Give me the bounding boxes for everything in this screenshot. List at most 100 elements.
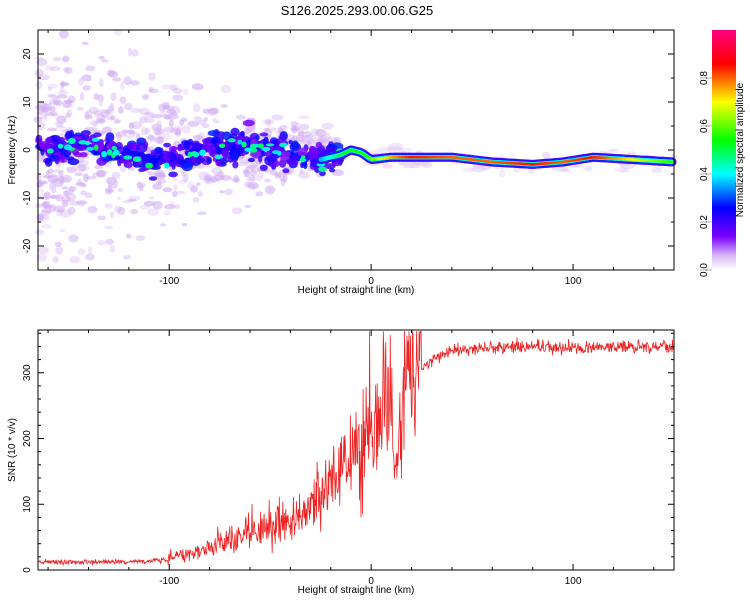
- spectral-blob: [187, 182, 195, 190]
- spectral-blob: [241, 142, 246, 148]
- spectral-blob: [192, 142, 203, 149]
- snr-ytick-label: 0: [22, 567, 33, 573]
- spectral-blob: [38, 189, 44, 193]
- spectral-blob: [147, 136, 156, 142]
- spectral-blob: [300, 131, 308, 134]
- spectral-blob: [93, 132, 101, 137]
- spectral-blob: [158, 104, 166, 112]
- spectral-blob: [124, 130, 136, 139]
- spectrogram-ytick-label: 10: [22, 96, 33, 108]
- snr-xlabel: Height of straight line (km): [298, 585, 415, 596]
- spectral-blob: [138, 168, 145, 172]
- spectral-blob: [110, 211, 114, 218]
- spectral-blob: [232, 207, 243, 214]
- spectral-blob: [38, 247, 49, 254]
- spectral-blob: [298, 116, 309, 119]
- spectral-blob: [162, 187, 172, 192]
- spectral-blob: [149, 87, 154, 92]
- spectral-blob: [36, 135, 43, 142]
- spectral-blob: [255, 191, 263, 196]
- spectral-blob: [64, 144, 72, 150]
- spectral-blob: [112, 172, 121, 180]
- spectral-blob: [151, 124, 162, 132]
- spectral-blob: [221, 149, 228, 157]
- spectral-blob: [123, 255, 131, 260]
- spectral-blob: [94, 145, 99, 151]
- spectral-blob: [85, 65, 95, 71]
- spectral-blob: [221, 104, 228, 108]
- spectral-blob: [117, 207, 125, 215]
- spectral-blob: [136, 143, 147, 153]
- spectral-blob: [382, 163, 393, 168]
- spectral-blob: [78, 78, 84, 86]
- spectral-blob: [92, 173, 99, 177]
- spectral-blob: [80, 92, 84, 101]
- spectral-blob: [135, 235, 145, 241]
- spectral-blob: [133, 156, 141, 162]
- spectral-blob: [499, 169, 506, 177]
- spectral-blob: [173, 184, 177, 191]
- spectral-blob: [53, 57, 62, 62]
- spectral-blob: [319, 145, 325, 155]
- spectral-blob: [208, 130, 220, 136]
- spectral-blob: [266, 143, 275, 146]
- spectral-blob: [39, 215, 50, 221]
- spectral-blob: [112, 77, 121, 81]
- spectral-blob: [219, 144, 225, 149]
- spectral-blob: [38, 74, 50, 80]
- spectral-blob: [169, 119, 174, 128]
- snr-xtick-label: 100: [565, 576, 582, 587]
- colorbar-tick-label: 0.8: [699, 71, 710, 85]
- spectral-blob: [163, 143, 171, 148]
- spectral-blob: [98, 95, 104, 103]
- spectral-blob: [42, 201, 50, 209]
- spectral-blob: [127, 199, 136, 202]
- spectral-blob: [244, 148, 251, 152]
- spectral-blob: [237, 140, 242, 145]
- spectral-blob: [300, 124, 309, 130]
- spectral-blob: [183, 141, 190, 150]
- spectral-blob: [193, 197, 200, 202]
- spectral-blob: [45, 112, 54, 116]
- spectral-blob: [63, 190, 69, 196]
- spectral-blob: [92, 138, 99, 142]
- spectrogram-xtick-label: 100: [565, 276, 582, 287]
- spectral-blob: [303, 162, 307, 169]
- spectral-blob: [43, 175, 54, 178]
- snr-xtick-label: -100: [159, 576, 179, 587]
- spectral-blob: [149, 196, 155, 200]
- spectral-blob: [114, 119, 121, 123]
- spectral-blob: [69, 186, 77, 192]
- spectral-blob: [298, 172, 310, 179]
- spectral-blob: [290, 121, 298, 127]
- spectral-blob: [154, 147, 162, 154]
- spectral-blob: [44, 103, 49, 109]
- spectral-blob: [141, 127, 149, 135]
- spectral-blob: [182, 125, 191, 133]
- spectrogram-ytick-label: -20: [22, 238, 33, 253]
- spectral-blob: [193, 135, 203, 140]
- spectral-blob: [35, 229, 44, 235]
- snr-ytick-label: 100: [22, 495, 33, 512]
- spectral-blob: [243, 120, 255, 127]
- spectral-blob: [61, 186, 68, 189]
- spectral-blob: [318, 166, 327, 172]
- spectral-blob: [561, 168, 571, 172]
- spectral-blob: [82, 42, 89, 46]
- spectral-blob: [62, 101, 71, 108]
- spectral-blob: [142, 95, 149, 100]
- spectral-blob: [54, 136, 61, 140]
- spectral-blob: [199, 150, 206, 156]
- spectral-blob: [82, 85, 91, 91]
- spectral-blob: [137, 182, 143, 189]
- spectrogram-xlabel: Height of straight line (km): [298, 285, 415, 296]
- colorbar-tick-label: 0.0: [699, 263, 710, 277]
- spectral-blob: [98, 56, 105, 60]
- spectral-blob: [59, 30, 69, 39]
- spectral-blob: [85, 192, 93, 198]
- spectral-blob: [244, 205, 251, 208]
- colorbar-tick-label: 0.4: [699, 167, 710, 181]
- spectral-blob: [219, 190, 225, 193]
